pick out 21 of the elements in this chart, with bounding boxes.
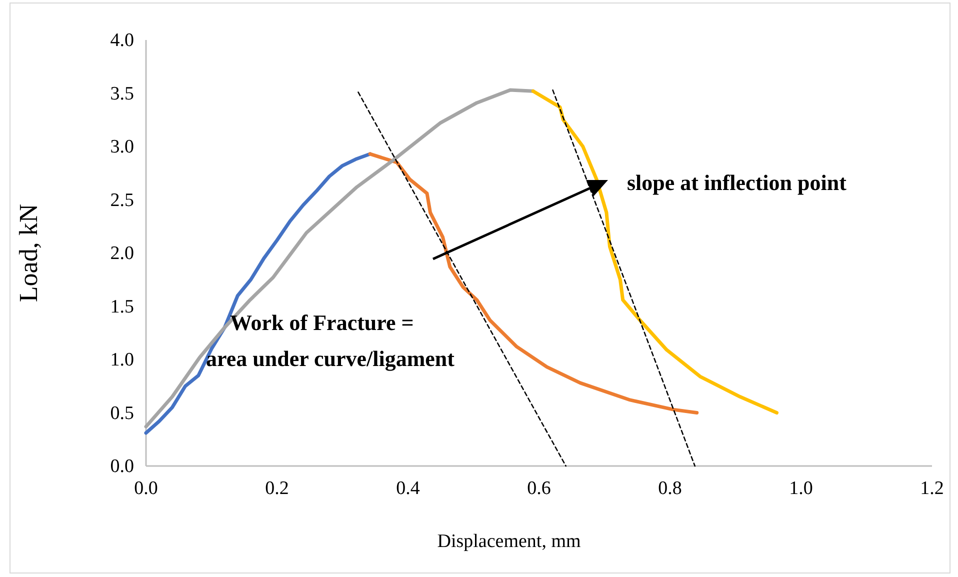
x-tick-label: 1.2 xyxy=(920,478,944,499)
y-axis-title: Load, kN xyxy=(14,204,43,302)
y-tick-label: 2.0 xyxy=(110,243,134,264)
y-tick-label: 2.5 xyxy=(110,190,134,211)
x-tick-label: 0.4 xyxy=(396,478,420,499)
y-tick-label: 0.5 xyxy=(110,402,134,424)
x-tick-label: 1.0 xyxy=(789,478,813,499)
x-tick-label: 0.2 xyxy=(265,478,289,499)
y-tick-label: 3.5 xyxy=(110,83,134,104)
y-tick-label: 4.0 xyxy=(110,30,134,51)
y-tick-label: 3.0 xyxy=(110,136,134,158)
x-tick-label: 0.6 xyxy=(527,478,551,499)
annotation: slope at inflection point xyxy=(627,170,848,195)
y-tick-label: 0.0 xyxy=(110,456,134,477)
y-tick-label: 1.0 xyxy=(110,350,134,370)
x-tick-label: 0.0 xyxy=(134,478,158,499)
y-tick-label: 1.5 xyxy=(110,296,134,318)
annotation: Work of Fracture = area under curve/ligament xyxy=(206,310,456,371)
line-series xyxy=(144,88,535,428)
x-tick-label: 0.8 xyxy=(658,478,682,499)
x-axis-title: Displacement, mm xyxy=(437,531,581,552)
